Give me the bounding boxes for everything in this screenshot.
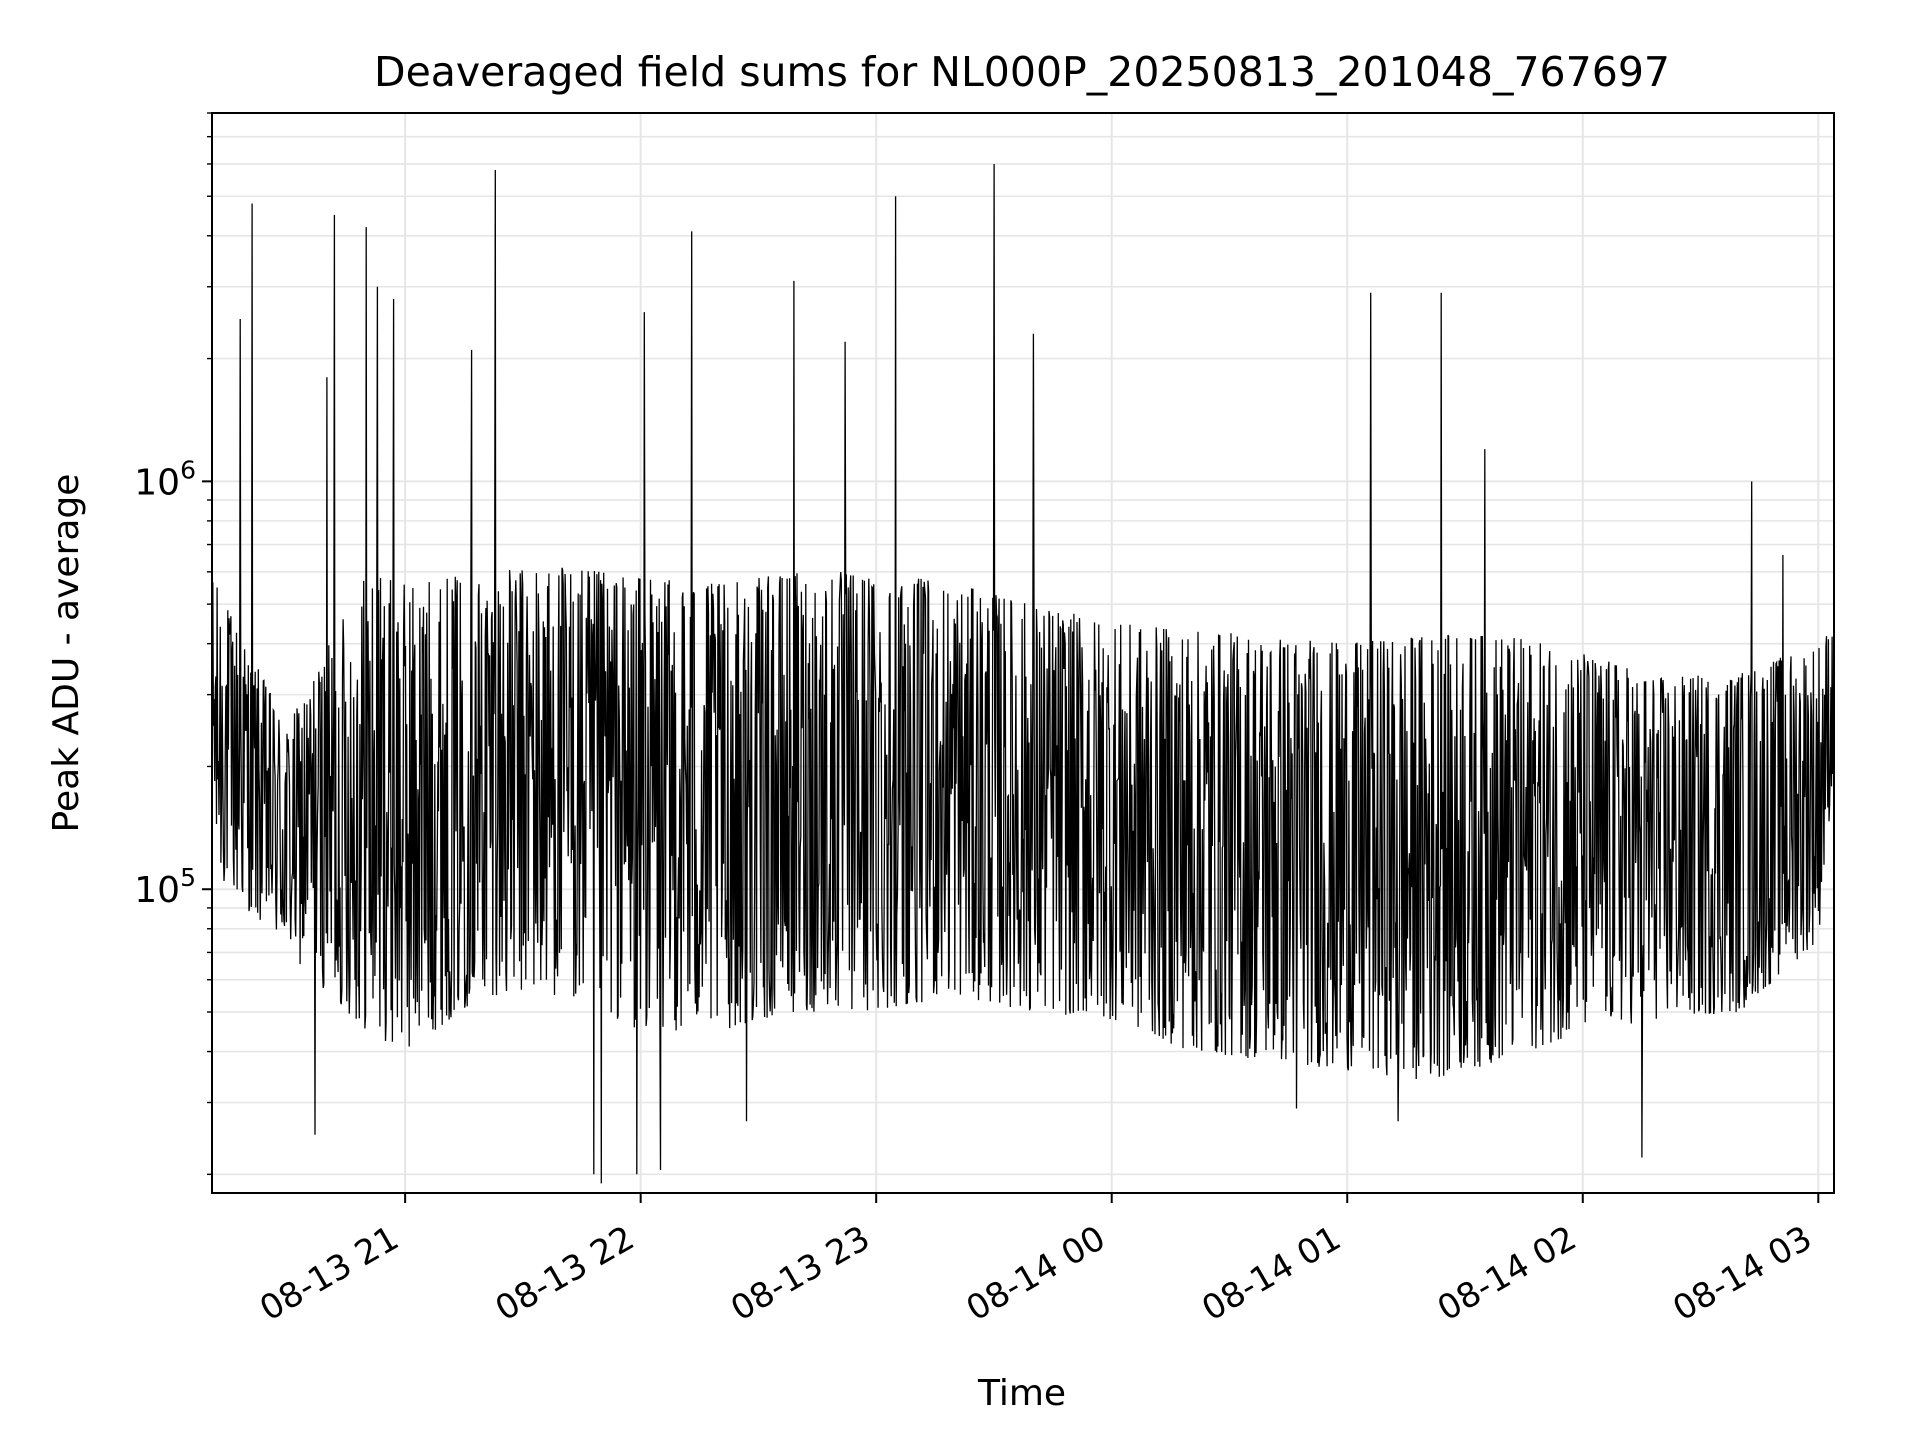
x-tick-label: 08-14 03	[1666, 1218, 1818, 1329]
x-axis: 08-13 21 08-13 22 08-13 23 08-14 00 08-14 01…	[253, 1193, 1820, 1329]
x-tick-label: 08-14 02	[1431, 1218, 1583, 1329]
x-axis-label: Time	[977, 1373, 1066, 1414]
x-tick-label: 08-13 23	[724, 1218, 876, 1329]
x-tick-label: 08-13 22	[489, 1218, 641, 1329]
x-tick-label: 08-14 00	[960, 1218, 1112, 1329]
y-axis-label: Peak ADU - average	[46, 474, 87, 833]
x-tick-label: 08-13 21	[253, 1218, 405, 1329]
y-tick-label: 106	[134, 455, 196, 503]
y-tick-label: 105	[134, 863, 196, 911]
y-axis: 105 106	[134, 112, 212, 1176]
series-line	[212, 163, 1835, 1184]
plot-frame	[211, 112, 1835, 1194]
x-tick-label: 08-14 01	[1195, 1218, 1347, 1329]
series-path	[212, 163, 1835, 1184]
chart-title: Deaveraged field sums for NL000P_2025081…	[374, 48, 1670, 96]
